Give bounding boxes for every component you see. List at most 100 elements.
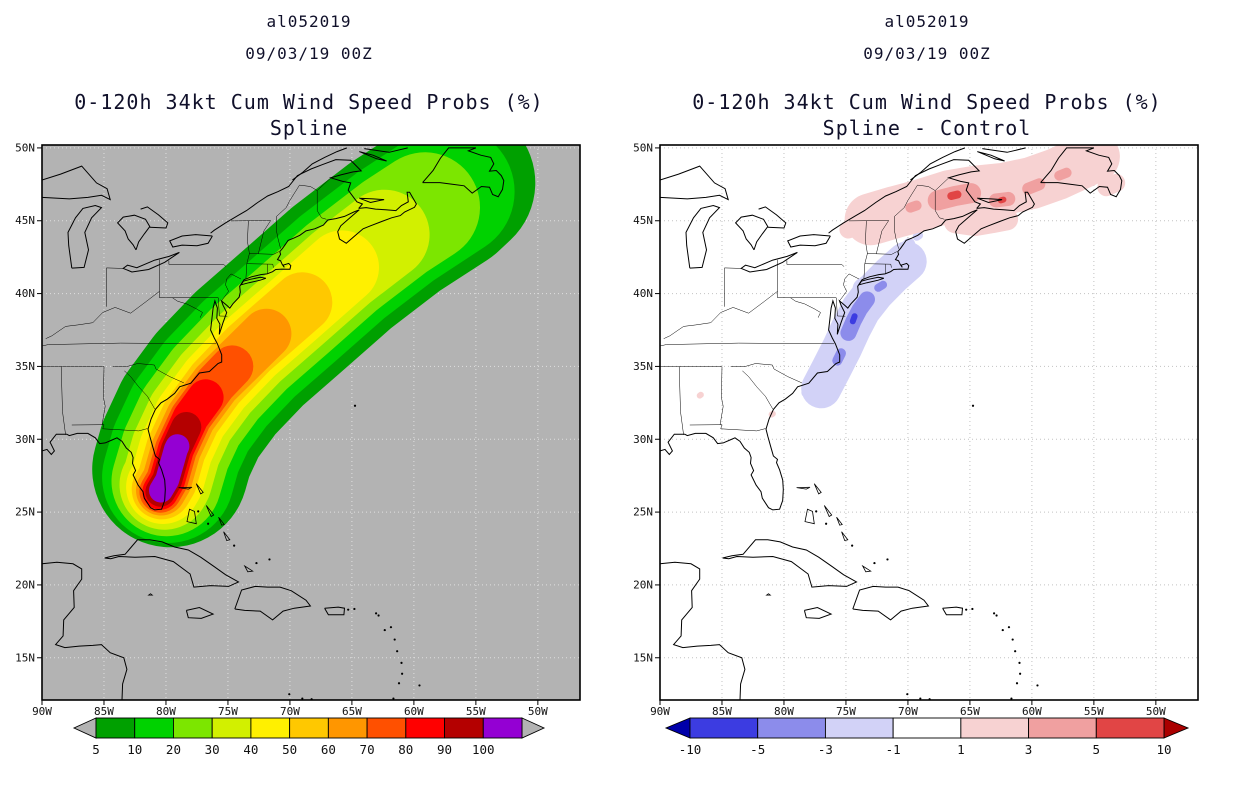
lat-tick-label: 20N (633, 578, 653, 591)
lon-tick-label: 60W (1022, 705, 1042, 718)
panel-spline-minus-control: al052019 09/03/19 00Z 0-120h 34kt Cum Wi… (618, 0, 1236, 800)
colorbar-cell (327, 717, 368, 739)
colorbar-cell (689, 717, 759, 739)
lat-tick-label: 30N (15, 433, 35, 446)
colorbar-cell (134, 717, 174, 739)
colorbar-label: 1 (957, 742, 965, 757)
state-borders (660, 177, 949, 435)
colorbar-cell (444, 717, 484, 739)
lon-tick-label: 80W (156, 705, 176, 718)
lon-tick-label: 75W (218, 705, 238, 718)
colorbar-cell (95, 717, 136, 739)
lat-tick-label: 30N (633, 433, 653, 446)
coastlines (42, 147, 505, 700)
colorbar-cell (366, 717, 407, 739)
colorbar-label: 60 (321, 742, 336, 757)
lon-tick-label: 50W (528, 705, 548, 718)
colorbar-label: 40 (243, 742, 258, 757)
colorbar-label: 5 (1093, 742, 1101, 757)
lon-tick-label: 60W (404, 705, 424, 718)
colorbar-label: 70 (360, 742, 375, 757)
colorbar-label: 90 (437, 742, 452, 757)
colorbar-label: 100 (472, 742, 495, 757)
lat-tick-label: 35N (15, 360, 35, 373)
lon-tick-label: 75W (836, 705, 856, 718)
probability-colorbar: 5 10 20 30 40 50 60 70 80 90 100 (72, 717, 546, 757)
lon-tick-label: 90W (650, 705, 670, 718)
lat-tick-label: 25N (633, 506, 653, 519)
difference-colorbar: -10 -5 -3 -1 1 3 5 10 (664, 717, 1190, 757)
lon-tick-label: 55W (466, 705, 486, 718)
lon-tick-label: 90W (32, 705, 52, 718)
colorbar-label: -1 (886, 742, 901, 757)
colorbar-label: 3 (1025, 742, 1033, 757)
colorbar-label: 5 (92, 742, 100, 757)
colorbar-cells (664, 717, 1190, 739)
map-frame (41, 144, 581, 701)
colorbar-cell (1095, 717, 1165, 739)
storm-id: al052019 (266, 12, 352, 31)
colorbar-cell (892, 717, 962, 739)
wind-probability-map: 50N 45N 40N 35N 30N 25N 20N 15N 90W 85W 80W 75W 70W 6… (15, 143, 581, 718)
axis-ticks (655, 147, 1157, 705)
axis-labels: 50N 45N 40N 35N 30N 25N 20N 15N 90W 85W 80W 75W 70W 6… (633, 143, 1166, 718)
map-background (660, 145, 1198, 700)
panel-spline: al052019 09/03/19 00Z 0-120h 34kt Cum Wi… (15, 12, 581, 757)
lat-tick-label: 50N (15, 143, 35, 154)
lat-tick-label: 20N (15, 578, 35, 591)
colorbar-label: 20 (166, 742, 181, 757)
lon-tick-label: 85W (94, 705, 114, 718)
lat-tick-label: 50N (633, 143, 653, 154)
shaded-probability-regions (92, 145, 536, 548)
lon-tick-label: 50W (1146, 705, 1166, 718)
plot-subtitle: Spline (269, 116, 349, 140)
colorbar-label: 80 (398, 742, 413, 757)
lon-tick-label: 55W (1084, 705, 1104, 718)
graticule (660, 145, 1198, 700)
storm-id: al052019 (884, 12, 970, 31)
colorbar-left-arrow (664, 717, 691, 739)
lon-tick-label: 65W (342, 705, 362, 718)
colorbar-cell (211, 717, 252, 739)
plot-subtitle: Spline - Control (822, 116, 1032, 140)
colorbar-cell (482, 717, 523, 739)
colorbar-cell (1028, 717, 1097, 739)
lat-tick-label: 40N (15, 287, 35, 300)
colorbar-labels: 5 10 20 30 40 50 60 70 80 90 100 (92, 742, 494, 757)
colorbar-label: -3 (818, 742, 833, 757)
small-islands (815, 404, 1039, 700)
colorbar-cell (824, 717, 894, 739)
map-frame (659, 144, 1199, 701)
colorbar-cell (173, 717, 213, 739)
colorbar-label: 30 (205, 742, 220, 757)
small-islands (197, 404, 421, 700)
lon-tick-label: 80W (774, 705, 794, 718)
lat-tick-label: 25N (15, 506, 35, 519)
colorbar-label: 10 (1156, 742, 1171, 757)
plot-title: 0-120h 34kt Cum Wind Speed Probs (%) (74, 90, 544, 114)
wind-probability-difference-map: 50N 45N 40N 35N 30N 25N 20N 15N 90W 85W 80W 75W 70W 6… (633, 143, 1199, 718)
colorbar-cells (72, 717, 546, 739)
colorbar-label: 10 (127, 742, 142, 757)
lon-tick-label: 70W (280, 705, 300, 718)
colorbar-cell (960, 717, 1030, 739)
colorbar-cell (289, 717, 329, 739)
colorbar-label: 50 (282, 742, 297, 757)
colorbar-cell (405, 717, 445, 739)
colorbar-right-arrow (521, 717, 546, 739)
colorbar-labels: -10 -5 -3 -1 1 3 5 10 (679, 742, 1172, 757)
colorbar-left-arrow (72, 717, 97, 739)
lat-tick-label: 35N (633, 360, 653, 373)
lat-tick-label: 45N (633, 214, 653, 227)
coastlines (660, 147, 1123, 700)
lat-tick-label: 15N (633, 651, 653, 664)
lat-tick-label: 45N (15, 214, 35, 227)
colorbar-cell (757, 717, 826, 739)
axis-ticks (37, 147, 539, 705)
colorbar-label: -5 (750, 742, 765, 757)
lon-tick-label: 65W (960, 705, 980, 718)
colorbar-right-arrow (1163, 717, 1190, 739)
plot-title: 0-120h 34kt Cum Wind Speed Probs (%) (692, 90, 1162, 114)
state-borders (42, 177, 331, 435)
